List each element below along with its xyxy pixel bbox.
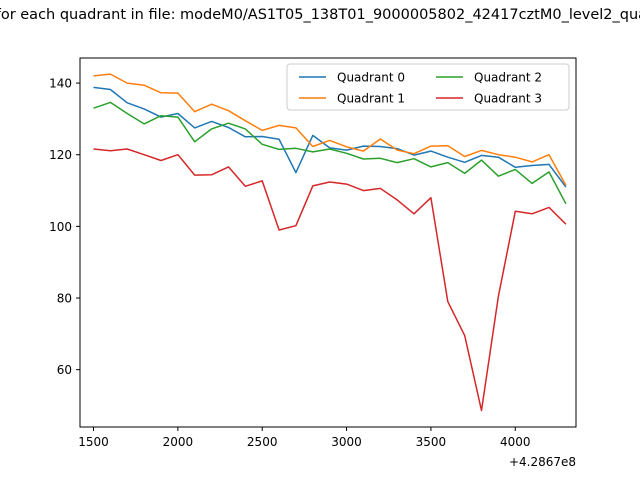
- x-tick-label: 4000: [500, 435, 531, 449]
- legend-label-quadrant-0: Quadrant 0: [337, 71, 405, 85]
- y-tick-label: 60: [57, 363, 72, 377]
- y-axis: 60 80 100 120 140: [49, 77, 80, 377]
- chart-title: Light curve for each quadrant in file: m…: [0, 7, 640, 31]
- x-tick-label: 3500: [416, 435, 447, 449]
- x-tick-label: 3000: [331, 435, 362, 449]
- x-axis-offset-label: +4.2867e8: [509, 455, 576, 469]
- chart-title-text: Light curve for each quadrant in file: m…: [0, 7, 640, 23]
- legend: Quadrant 0 Quadrant 1 Quadrant 2 Quadrant 3: [286, 63, 570, 111]
- series-layer: [93, 73, 567, 412]
- x-tick-label: 2000: [163, 435, 194, 449]
- y-tick-label: 80: [57, 292, 72, 306]
- legend-label-quadrant-1: Quadrant 1: [337, 92, 405, 106]
- axes-frame: [79, 57, 577, 428]
- series-line-quadrant-1: [93, 73, 567, 186]
- legend-label-quadrant-2: Quadrant 2: [474, 71, 542, 85]
- x-tick-label: 2500: [247, 435, 278, 449]
- legend-label-quadrant-3: Quadrant 3: [474, 92, 542, 106]
- y-tick-label: 100: [49, 220, 72, 234]
- x-tick-label: 1500: [78, 435, 109, 449]
- y-tick-label: 120: [49, 148, 72, 162]
- y-tick-label: 140: [49, 77, 72, 91]
- series-line-quadrant-0: [93, 86, 567, 188]
- legend-box: [286, 63, 570, 111]
- series-line-quadrant-2: [93, 101, 567, 205]
- x-axis: 1500 2000 2500 3000 3500 4000: [78, 427, 531, 449]
- series-line-quadrant-3: [93, 148, 567, 412]
